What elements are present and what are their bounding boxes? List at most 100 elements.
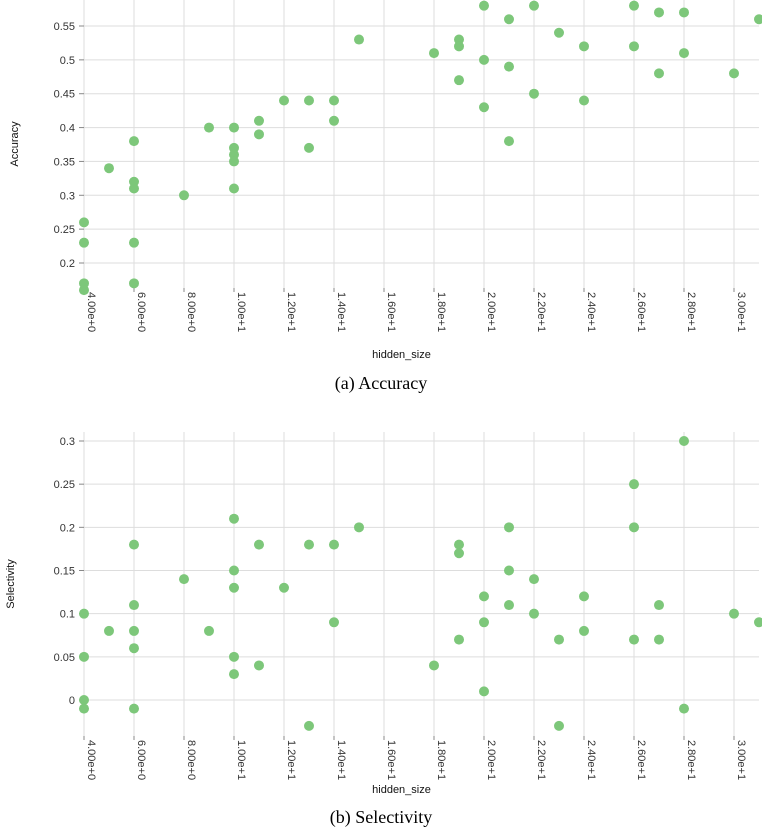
data-point xyxy=(754,14,762,25)
data-point xyxy=(479,102,489,113)
data-point xyxy=(129,237,139,248)
accuracy-points xyxy=(79,0,762,296)
y-tick-label: 0.15 xyxy=(54,566,75,578)
data-point xyxy=(454,41,464,52)
data-point xyxy=(129,643,139,654)
data-point xyxy=(254,115,264,126)
data-point xyxy=(79,285,89,296)
data-point xyxy=(554,720,564,731)
x-tick-label: 3.00e+1 xyxy=(735,292,747,332)
accuracy-chart: 0.2 0.25 0.3 0.35 0.4 0.45 0.5 0.55 4.00e+0 6.00e… xyxy=(9,0,762,394)
data-point xyxy=(254,539,264,550)
y-tick-label: 0.2 xyxy=(60,522,75,534)
data-point xyxy=(679,703,689,714)
data-point xyxy=(129,625,139,636)
figure-caption: (b) Selectivity xyxy=(330,807,432,828)
data-point xyxy=(479,686,489,697)
y-tick-label: 0.25 xyxy=(54,224,75,236)
x-tick-label: 4.00e+0 xyxy=(85,292,97,332)
x-tick-label: 2.00e+1 xyxy=(485,740,497,780)
data-point xyxy=(654,68,664,79)
data-point xyxy=(454,75,464,86)
x-tick-label: 2.20e+1 xyxy=(535,740,547,780)
data-point xyxy=(129,703,139,714)
data-point xyxy=(529,88,539,99)
y-tick-label: 0.1 xyxy=(60,609,75,621)
data-point xyxy=(454,548,464,559)
accuracy-grid xyxy=(83,0,759,288)
selectivity-points xyxy=(79,436,762,731)
data-point xyxy=(329,617,339,628)
data-point xyxy=(129,600,139,611)
x-tick-label: 2.40e+1 xyxy=(585,740,597,780)
data-point xyxy=(329,115,339,126)
data-point xyxy=(79,237,89,248)
data-point xyxy=(504,565,514,576)
data-point xyxy=(229,565,239,576)
data-point xyxy=(304,95,314,106)
data-point xyxy=(304,539,314,550)
y-tick-label: 0.3 xyxy=(60,436,75,448)
x-tick-label: 2.80e+1 xyxy=(685,292,697,332)
data-point xyxy=(654,600,664,611)
data-point xyxy=(254,660,264,671)
data-point xyxy=(529,608,539,619)
data-point xyxy=(329,95,339,106)
data-point xyxy=(579,625,589,636)
x-tick-label: 6.00e+0 xyxy=(135,292,147,332)
data-point xyxy=(679,48,689,59)
data-point xyxy=(529,0,539,11)
data-point xyxy=(129,136,139,147)
data-point xyxy=(204,625,214,636)
data-point xyxy=(204,122,214,133)
x-tick-label: 2.00e+1 xyxy=(485,292,497,332)
data-point xyxy=(79,608,89,619)
x-tick-label: 2.20e+1 xyxy=(535,292,547,332)
y-axis-title: Selectivity xyxy=(5,559,17,609)
data-point xyxy=(629,41,639,52)
data-point xyxy=(504,14,514,25)
data-point xyxy=(729,608,739,619)
data-point xyxy=(229,651,239,662)
data-point xyxy=(729,68,739,79)
data-point xyxy=(654,7,664,18)
y-axis-title: Accuracy xyxy=(9,121,21,167)
y-tick-label: 0.45 xyxy=(54,89,75,101)
x-tick-label: 2.60e+1 xyxy=(635,292,647,332)
data-point xyxy=(79,651,89,662)
data-point xyxy=(104,625,114,636)
y-tick-label: 0 xyxy=(69,695,75,707)
data-point xyxy=(679,436,689,446)
data-point xyxy=(479,54,489,65)
x-tick-label: 8.00e+0 xyxy=(185,740,197,780)
data-point xyxy=(79,695,89,705)
data-point xyxy=(304,720,314,731)
data-point xyxy=(229,183,239,194)
data-point xyxy=(354,522,364,533)
figure-caption: (a) Accuracy xyxy=(335,373,427,394)
x-tick-label: 2.40e+1 xyxy=(585,292,597,332)
data-point xyxy=(504,600,514,611)
x-axis-title: hidden_size xyxy=(372,784,431,796)
data-point xyxy=(329,539,339,550)
data-point xyxy=(129,278,139,289)
data-point xyxy=(754,617,762,628)
data-point xyxy=(129,183,139,194)
x-tick-label: 1.20e+1 xyxy=(285,292,297,332)
y-tick-label: 0.2 xyxy=(60,258,75,270)
data-point xyxy=(179,574,189,585)
data-point xyxy=(429,660,439,671)
y-tick-label: 0.25 xyxy=(54,479,75,491)
data-point xyxy=(479,617,489,628)
data-point xyxy=(129,539,139,550)
data-point xyxy=(179,190,189,201)
data-point xyxy=(304,142,314,153)
y-tick-label: 0.5 xyxy=(60,55,75,67)
data-point xyxy=(454,539,464,550)
data-point xyxy=(554,27,564,38)
selectivity-grid xyxy=(83,432,759,736)
data-point xyxy=(354,34,364,45)
y-tick-label: 0.35 xyxy=(54,156,75,168)
x-tick-label: 6.00e+0 xyxy=(135,740,147,780)
